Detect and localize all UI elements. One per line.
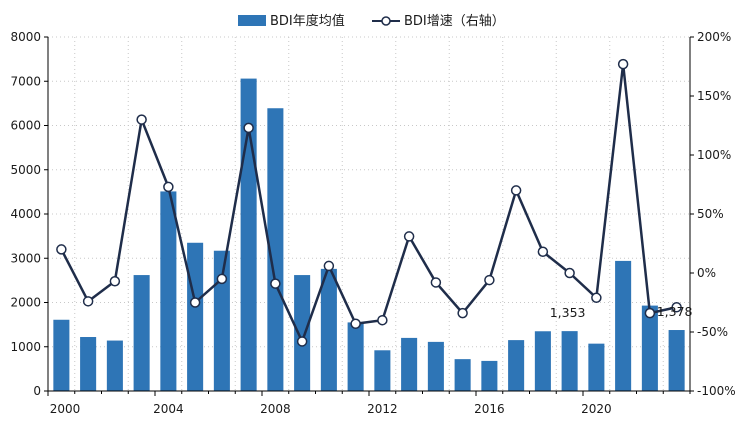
left-tick-label: 8000: [10, 30, 41, 44]
legend-bar-label: BDI年度均值: [270, 13, 345, 29]
growth-point-2001: [82, 296, 94, 307]
bar-2005: [187, 242, 204, 391]
left-tick-label: 0: [33, 384, 41, 398]
left-tick-label: 4000: [10, 207, 41, 221]
growth-point-2004: [163, 181, 174, 193]
growth-point-2002: [109, 276, 121, 287]
growth-point-2007: [243, 122, 254, 134]
data-label-2019: 1,353: [550, 305, 586, 320]
axes: [44, 36, 694, 396]
growth-point-2014: [430, 277, 442, 288]
x-tick-label: 2020: [581, 402, 612, 416]
x-tick-label: 2012: [367, 402, 398, 416]
left-tick-label: 3000: [10, 251, 41, 265]
legend-line-label: BDI增速（右轴）: [404, 14, 505, 29]
bar-2011: [347, 322, 364, 391]
bar-2012: [374, 350, 391, 391]
growth-point-2020: [591, 292, 602, 304]
x-tick-label: 2000: [50, 402, 81, 416]
bar-2014: [427, 341, 444, 391]
data-label-2023: 1,378: [657, 304, 693, 319]
bar-2018: [534, 331, 551, 391]
bar-2021: [615, 260, 632, 391]
growth-point-2021: [617, 58, 629, 70]
bar-2019: [561, 331, 578, 391]
growth-point-2019: [564, 267, 575, 279]
line-series: [56, 58, 682, 347]
growth-point-2005: [189, 297, 201, 308]
right-tick-label: -50%: [697, 325, 728, 339]
right-tick-label: 150%: [697, 89, 731, 103]
right-tick-label: 200%: [697, 30, 731, 44]
growth-point-2013: [403, 231, 415, 242]
bar-2015: [454, 359, 471, 391]
left-tick-label: 6000: [10, 119, 41, 133]
bar-2009: [294, 275, 311, 391]
bar-2017: [508, 340, 525, 391]
growth-point-2022: [644, 307, 656, 319]
growth-point-2009: [296, 336, 308, 347]
bar-2004: [160, 191, 177, 391]
bar-2000: [53, 319, 70, 391]
growth-point-2017: [510, 185, 522, 196]
growth-point-2016: [484, 274, 495, 286]
bar-2013: [401, 337, 418, 391]
growth-point-2003: [136, 114, 147, 125]
growth-line: [60, 62, 677, 343]
bar-2001: [80, 337, 97, 391]
x-tick-label: 2016: [474, 402, 505, 416]
left-tick-label: 7000: [10, 74, 41, 88]
right-tick-label: -100%: [697, 384, 736, 398]
grid-lines: [48, 36, 690, 391]
bar-2010: [320, 268, 337, 391]
bar-2006: [213, 250, 230, 391]
bar-2022: [641, 305, 658, 391]
right-tick-label: 0%: [697, 266, 716, 280]
x-tick-label: 2004: [153, 402, 184, 416]
left-tick-label: 2000: [10, 296, 41, 310]
left-tick-label: 5000: [10, 163, 41, 177]
bar-2016: [481, 360, 498, 391]
tick-labels: 0 1000 2000 3000 4000 5000 6000 7000 8000 -100% -5…: [10, 30, 735, 416]
growth-point-2015: [457, 307, 468, 319]
bar-2003: [133, 275, 150, 391]
growth-point-2018: [537, 246, 549, 258]
growth-point-2006: [216, 273, 228, 285]
growth-point-2008: [270, 278, 281, 289]
growth-point-2023: [671, 301, 682, 313]
bar-2023: [668, 330, 685, 391]
legend-bar-swatch: [238, 15, 266, 26]
growth-point-2010: [323, 260, 335, 272]
bar-2020: [588, 343, 605, 391]
legend-line-marker: [381, 16, 391, 26]
bar-2002: [106, 340, 123, 391]
growth-point-2000: [56, 244, 67, 255]
bar-2008: [267, 108, 284, 392]
right-tick-label: 100%: [697, 148, 731, 162]
left-tick-label: 1000: [10, 340, 41, 354]
growth-point-2012: [377, 314, 388, 326]
x-tick-label: 2008: [260, 402, 291, 416]
right-tick-label: 50%: [697, 207, 724, 221]
legend: BDI年度均值 BDI增速（右轴）: [238, 13, 505, 29]
growth-point-2011: [350, 318, 361, 329]
bar-series: [53, 78, 685, 392]
